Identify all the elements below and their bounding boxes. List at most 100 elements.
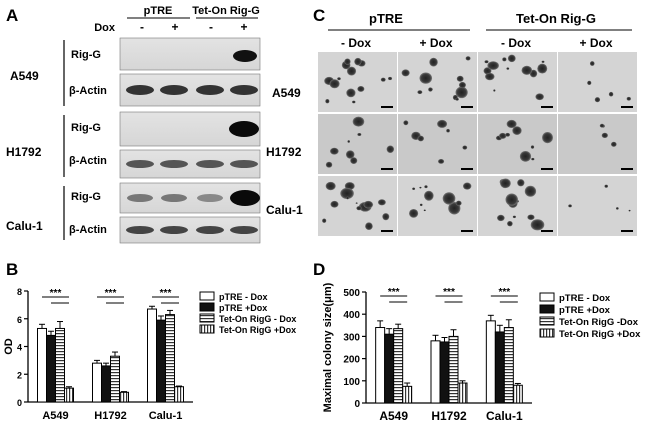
blot-calu1-rigg	[119, 182, 261, 214]
x-tick-label: Calu-1	[149, 410, 183, 422]
y-tick-label: 6	[17, 315, 22, 325]
blot-a549-actin	[119, 73, 261, 107]
legend-label: Tet-On RigG -Dox	[559, 317, 639, 328]
colony-image	[558, 176, 637, 236]
bar	[448, 335, 459, 404]
colony-image	[478, 52, 557, 112]
y-tick-label: 0	[17, 398, 22, 408]
y-tick-label: 0	[354, 399, 360, 410]
x-tick-label: A549	[42, 410, 68, 422]
band-label-actin-a549: β-Actin	[69, 85, 107, 97]
legend-label: Tet-On RigG +Dox	[219, 325, 296, 335]
legend-label: pTRE +Dox	[559, 305, 611, 316]
legend-swatch	[199, 313, 215, 323]
panel-c: C pTRE Tet-On Rig-G - Dox + Dox - Dox + …	[266, 6, 637, 236]
bar	[156, 319, 166, 403]
significance-label: ***	[443, 287, 455, 298]
x-tick-label: H1792	[94, 410, 126, 422]
bar	[439, 341, 450, 404]
dox-sign-1: -	[140, 20, 144, 34]
bar	[165, 314, 175, 403]
band-label-rigg-h1792: Rig-G	[71, 122, 101, 134]
colony-row-label-calu1: Calu-1	[266, 203, 303, 217]
colony-image	[558, 114, 637, 174]
y-tick-label: 400	[343, 310, 360, 321]
colony-image-grid	[318, 52, 637, 236]
legend-swatch	[539, 316, 555, 326]
dox-label: Dox	[94, 22, 116, 34]
bar	[512, 384, 523, 404]
y-tick-label: 500	[343, 288, 360, 299]
y-axis-label: OD	[3, 338, 15, 355]
bar	[457, 382, 468, 404]
colony-col-label-1: - Dox	[341, 36, 371, 50]
significance-label: ***	[50, 288, 62, 299]
panel-letter-c: C	[313, 6, 325, 25]
band-label-rigg-a549: Rig-G	[71, 49, 101, 61]
legend-label: pTRE +Dox	[219, 303, 267, 313]
colony-group-label-ptre: pTRE	[369, 11, 403, 26]
band-label-actin-h1792: β-Actin	[69, 155, 107, 167]
bar	[393, 328, 404, 404]
bar	[375, 327, 386, 404]
bar	[402, 385, 413, 404]
bar	[92, 362, 102, 403]
dox-sign-2: +	[171, 20, 178, 34]
x-tick-label: Calu-1	[486, 409, 523, 423]
colony-image	[398, 176, 477, 236]
band-label-rigg-calu1: Rig-G	[71, 191, 101, 203]
bar-chart-colony-size: D 0 100 200 300 400 500 Maximal colony size(μm…	[313, 260, 641, 423]
bar	[503, 327, 514, 404]
dox-sign-4: +	[240, 20, 247, 34]
significance-label: ***	[160, 288, 172, 299]
colony-image	[318, 176, 397, 236]
dox-sign-3: -	[209, 20, 213, 34]
colony-image	[478, 114, 557, 174]
legend-label: pTRE - Dox	[219, 292, 268, 302]
blot-h1792-rigg	[119, 111, 261, 147]
y-tick-label: 300	[343, 332, 360, 343]
legend-label: Tet-On RigG +Dox	[559, 329, 641, 340]
panel-a: A pTRE Tet-On Rig-G Dox - + - + A549 H17…	[6, 5, 261, 244]
bar	[430, 340, 441, 404]
bar	[64, 387, 74, 403]
bar-chart-od: B 0 2 4 6 8 OD A549 *** H1792 *** Calu-1 *** pTRE - …	[3, 260, 296, 422]
legend-swatch	[539, 304, 555, 314]
bar	[119, 391, 129, 403]
legend-swatch	[199, 291, 215, 301]
legend-swatch	[199, 302, 215, 312]
colony-row-label-a549: A549	[272, 86, 301, 100]
blot-cell-line-calu1: Calu-1	[6, 219, 43, 233]
colony-image	[478, 176, 557, 236]
panel-letter-a: A	[6, 6, 18, 25]
bar	[55, 327, 65, 403]
panel-letter-d: D	[313, 260, 325, 279]
bar	[110, 355, 120, 403]
band-label-actin-calu1: β-Actin	[69, 224, 107, 236]
y-tick-label: 8	[17, 287, 22, 297]
legend-swatch	[539, 328, 555, 338]
colony-image	[558, 52, 637, 112]
blot-group-label-ptre: pTRE	[144, 5, 173, 17]
colony-row-label-h1792: H1792	[266, 145, 302, 159]
bar	[37, 327, 47, 403]
blot-group-label-teton: Tet-On Rig-G	[192, 5, 260, 17]
significance-label: ***	[388, 287, 400, 298]
y-tick-label: 100	[343, 377, 360, 388]
colony-col-label-4: + Dox	[579, 36, 612, 50]
legend-swatch	[539, 292, 555, 302]
colony-group-label-teton: Tet-On Rig-G	[516, 11, 596, 26]
bar	[101, 365, 111, 403]
x-tick-label: A549	[379, 409, 408, 423]
colony-image	[398, 52, 477, 112]
legend-label: pTRE - Dox	[559, 293, 611, 304]
colony-image	[398, 114, 477, 174]
bar	[485, 320, 496, 404]
colony-image	[318, 114, 397, 174]
legend-swatch	[199, 324, 215, 334]
legend-label: Tet-On RigG - Dox	[219, 314, 296, 324]
y-tick-label: 4	[17, 343, 22, 353]
bar	[384, 333, 395, 404]
x-tick-label: H1792	[431, 409, 467, 423]
